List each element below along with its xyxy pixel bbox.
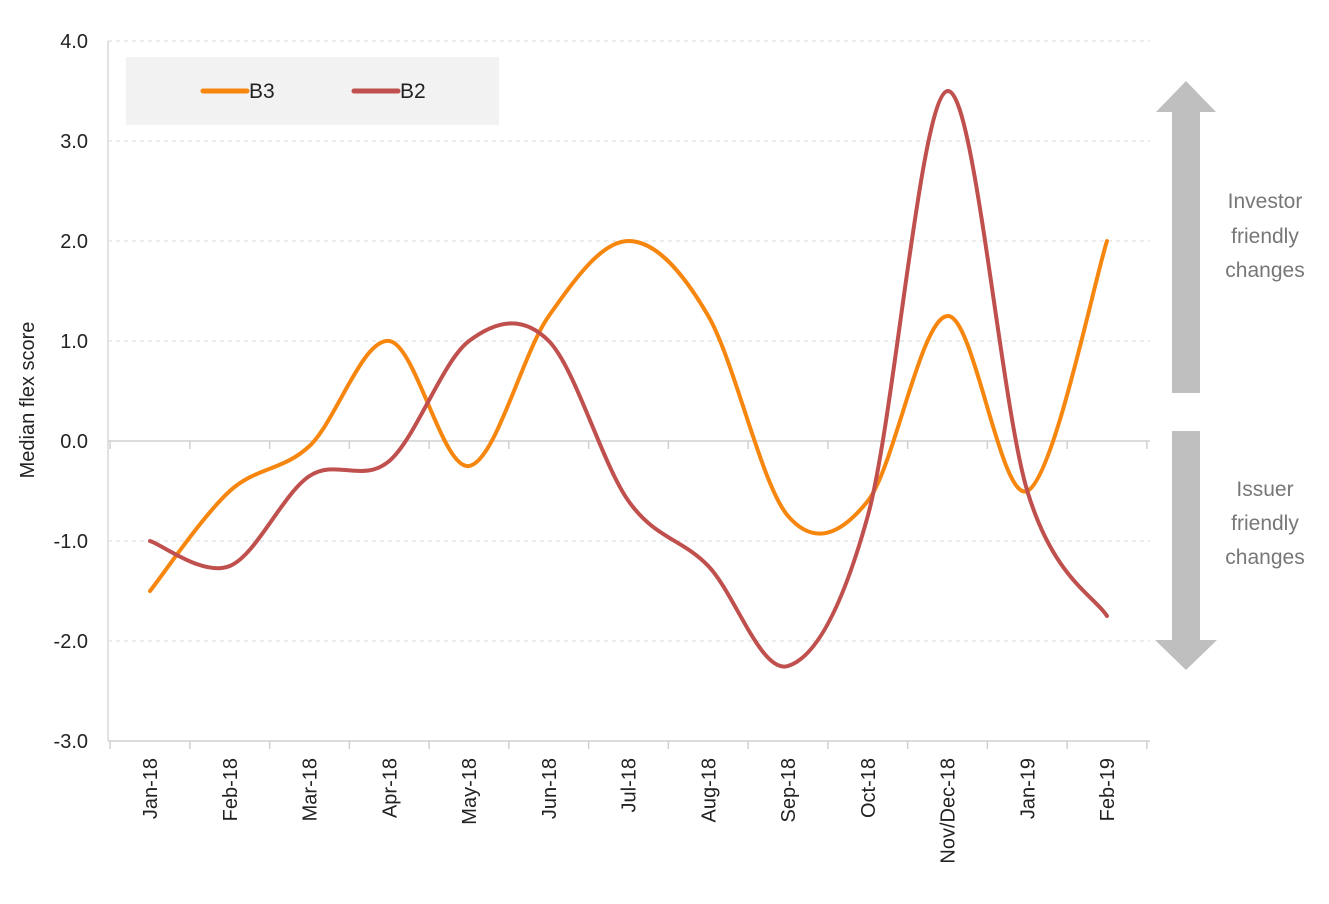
x-tick-label: Jun-18 xyxy=(539,758,561,819)
legend-label-b2: B2 xyxy=(400,80,426,103)
y-tick-label: -3.0 xyxy=(54,731,88,753)
x-tick-label: Feb-18 xyxy=(220,758,242,821)
annotation-investor-line2: friendly xyxy=(1231,225,1299,248)
arrow-down-icon xyxy=(1155,431,1217,670)
y-tick-label: -2.0 xyxy=(54,631,88,653)
legend-label-b3: B3 xyxy=(249,80,275,103)
x-tick-label: Aug-18 xyxy=(698,758,720,823)
y-axis-title: Median flex score xyxy=(17,322,39,479)
x-tick-label: Oct-18 xyxy=(858,758,880,818)
annotation-investor-line1: Investor xyxy=(1228,190,1303,213)
y-tick-label: 2.0 xyxy=(60,231,88,253)
x-tick-label: Jan-18 xyxy=(140,758,162,819)
y-tick-label: 0.0 xyxy=(60,431,88,453)
annotation-investor-line3: changes xyxy=(1225,259,1304,282)
y-tick-label: 3.0 xyxy=(60,131,88,153)
gridlines xyxy=(108,40,1150,742)
legend: B3 B2 xyxy=(126,57,499,125)
x-tick-label: Apr-18 xyxy=(379,758,401,818)
series-line-b2 xyxy=(148,89,1109,669)
annotation-issuer-line3: changes xyxy=(1225,546,1304,569)
x-tick-label: Jan-19 xyxy=(1017,758,1039,819)
arrow-up-icon xyxy=(1156,81,1216,393)
annotation-issuer-line2: friendly xyxy=(1231,512,1299,535)
legend-box xyxy=(126,57,499,125)
y-tick-label: 4.0 xyxy=(60,31,88,53)
y-tick-label: 1.0 xyxy=(60,331,88,353)
y-tick-label: -1.0 xyxy=(54,531,88,553)
axes: 4.0 3.0 2.0 1.0 0.0 -1.0 -2.0 -3.0 Jan-18 Feb-18 M… xyxy=(54,31,1150,864)
x-tick-label: Sep-18 xyxy=(778,758,800,823)
x-tick-label: Feb-19 xyxy=(1097,758,1119,821)
x-tick-label: May-18 xyxy=(459,758,481,825)
x-tick-label: Nov/Dec-18 xyxy=(938,758,960,864)
x-tick-label: Mar-18 xyxy=(300,758,322,821)
x-tick-label: Jul-18 xyxy=(619,758,641,812)
series-lines xyxy=(148,89,1109,669)
series-line-b3 xyxy=(148,239,1109,593)
annotation-issuer-line1: Issuer xyxy=(1236,478,1293,501)
